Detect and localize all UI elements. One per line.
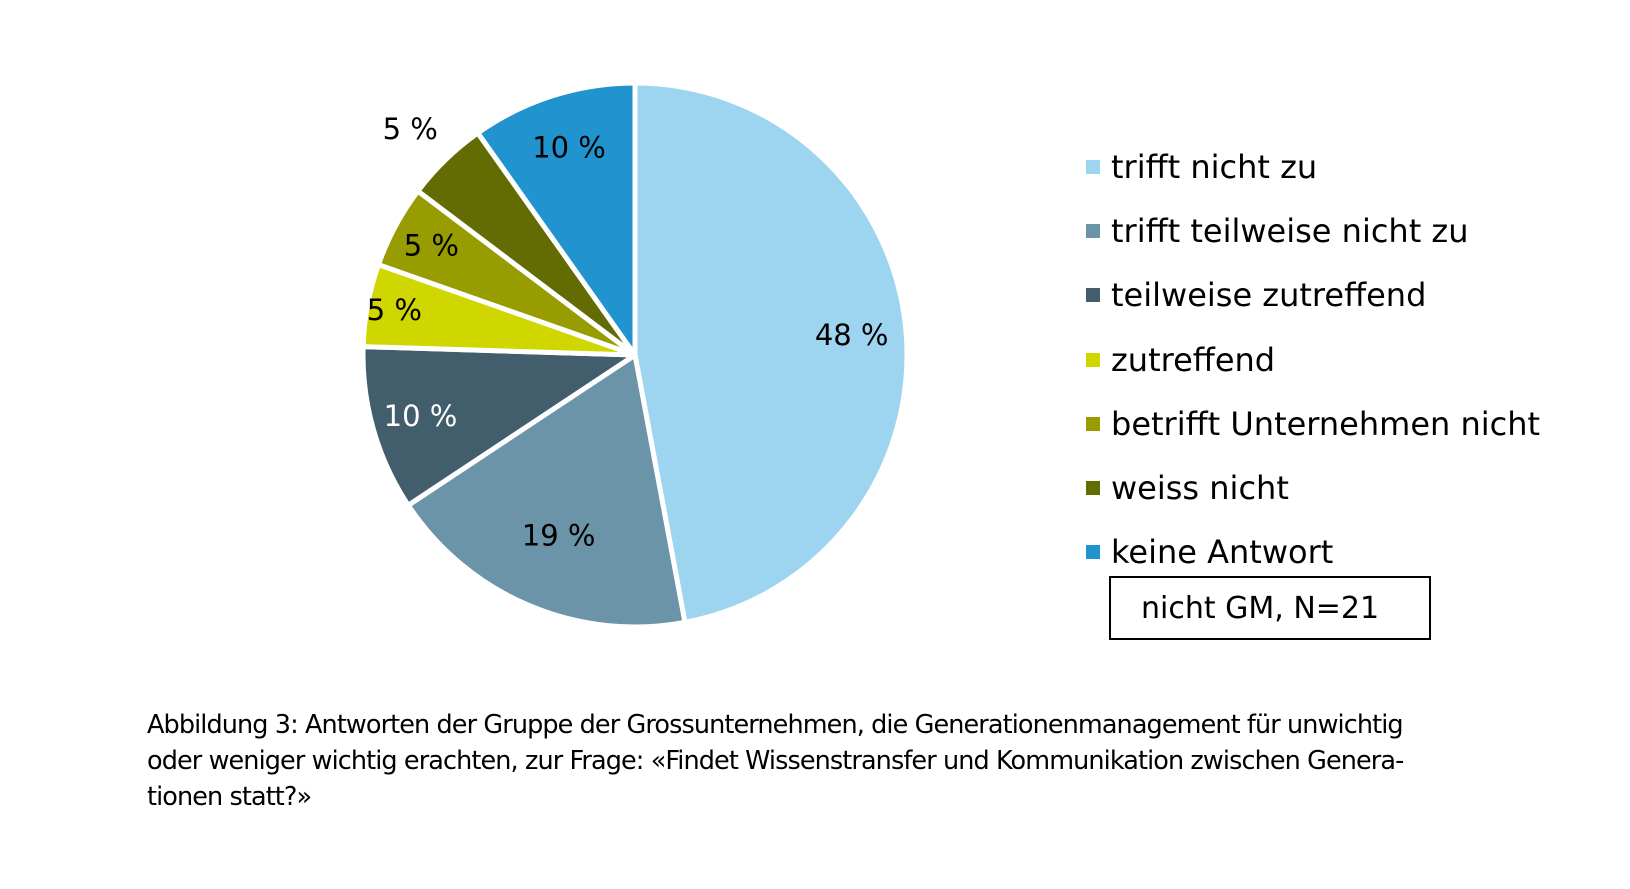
legend-item: betrifft Unternehmen nicht: [1086, 392, 1540, 456]
legend-swatch: [1086, 481, 1100, 496]
legend-label: keine Antwort: [1111, 533, 1334, 572]
pie-slice: [360, 344, 638, 508]
legend-item: teilweise zutreffend: [1086, 263, 1540, 327]
legend-swatch: [1086, 224, 1100, 239]
slice-data-label: 19 %: [522, 518, 596, 552]
legend-swatch: [1086, 160, 1100, 175]
legend-label: betrifft Unternehmen nicht: [1111, 404, 1541, 443]
pie-slice: [405, 352, 688, 630]
slice-data-label: 5 %: [367, 293, 422, 327]
caption-line: tionen statt?»: [147, 782, 312, 812]
legend-label: trifft teilweise nicht zu: [1111, 212, 1469, 251]
legend-item: zutreffend: [1086, 328, 1540, 392]
caption-line: Abbildung 3: Antworten der Gruppe der Gr…: [147, 710, 1404, 740]
pie-slice: [475, 80, 638, 358]
slice-data-label: 5 %: [404, 229, 459, 263]
slice-data-label: 5 %: [383, 112, 438, 146]
sample-size-annotation: nicht GM, N=21: [1109, 576, 1431, 640]
legend-swatch: [1086, 352, 1100, 367]
legend-label: trifft nicht zu: [1111, 148, 1318, 187]
legend-label: weiss nicht: [1111, 469, 1289, 508]
slice-data-label: 10 %: [532, 131, 606, 165]
legend-label: teilweise zutreffend: [1111, 276, 1427, 315]
slice-data-label: 10 %: [384, 399, 458, 433]
legend-item: trifft teilweise nicht zu: [1086, 199, 1540, 263]
annotation-text: nicht GM, N=21: [1141, 590, 1380, 626]
legend-item: keine Antwort: [1086, 520, 1540, 584]
legend-item: trifft nicht zu: [1086, 135, 1540, 199]
pie-slice: [632, 80, 910, 625]
figure-caption: Abbildung 3: Antworten der Gruppe der Gr…: [147, 707, 1567, 815]
legend: trifft nicht zu trifft teilweise nicht z…: [1086, 135, 1540, 584]
legend-label: zutreffend: [1111, 340, 1276, 379]
caption-line: oder weniger wichtig erachten, zur Frage…: [147, 746, 1404, 776]
legend-swatch: [1086, 288, 1100, 303]
legend-swatch: [1086, 545, 1100, 560]
legend-swatch: [1086, 416, 1100, 431]
legend-item: weiss nicht: [1086, 456, 1540, 520]
slice-data-label: 48 %: [815, 318, 889, 352]
